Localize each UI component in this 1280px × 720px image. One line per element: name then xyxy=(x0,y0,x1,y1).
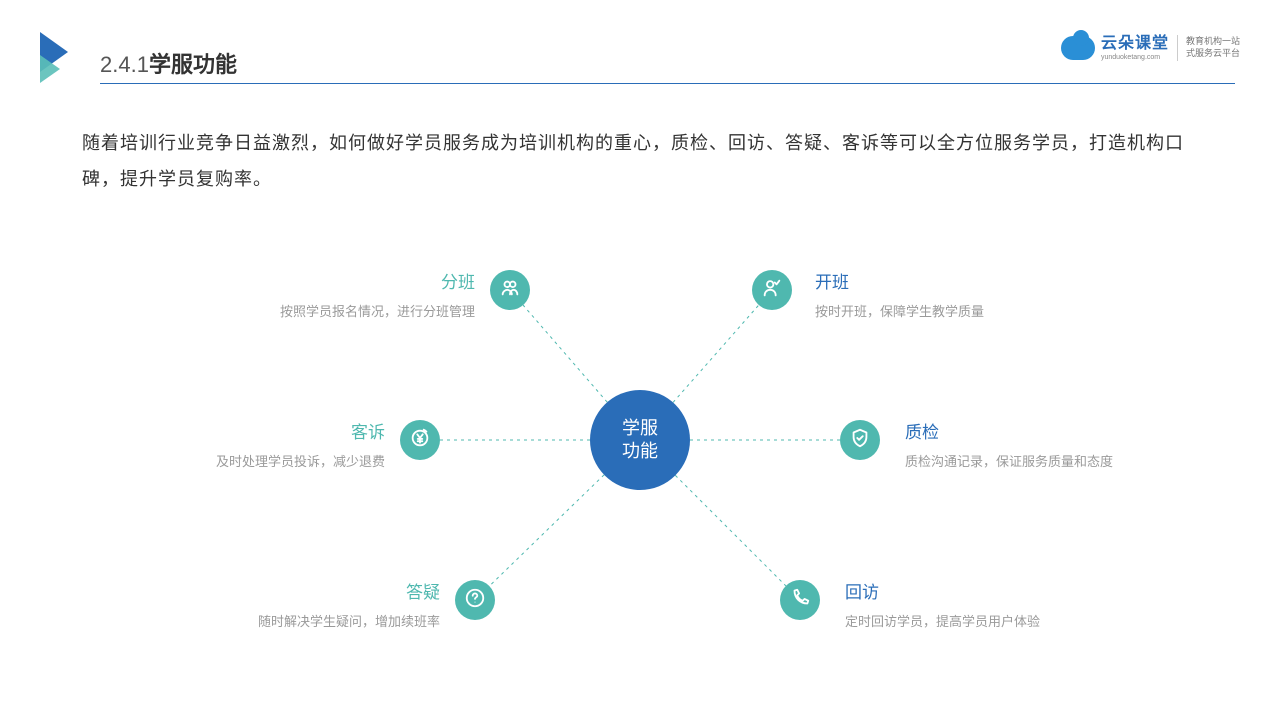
node-title: 客诉 xyxy=(216,418,385,443)
title-underline xyxy=(100,83,1235,84)
section-number: 2.4.1 xyxy=(100,52,149,77)
node-desc: 及时处理学员投诉，减少退费 xyxy=(216,451,385,470)
spoke-line xyxy=(523,305,607,402)
phone-icon xyxy=(789,587,811,614)
cloud-icon xyxy=(1061,36,1095,60)
chat-question-icon xyxy=(464,587,486,614)
node-dayi xyxy=(455,580,495,620)
node-kaiban xyxy=(752,270,792,310)
logo-url: yunduoketang.com xyxy=(1101,54,1169,61)
node-desc: 质检沟通记录，保证服务质量和态度 xyxy=(905,451,1113,470)
logo-separator xyxy=(1177,35,1178,61)
node-desc: 按照学员报名情况，进行分班管理 xyxy=(280,301,475,320)
node-title: 答疑 xyxy=(258,578,440,603)
user-check-icon xyxy=(761,277,783,304)
node-zhijian xyxy=(840,420,880,460)
node-title: 开班 xyxy=(815,268,984,293)
label-dayi: 答疑随时解决学生疑问，增加续班率 xyxy=(258,578,440,630)
spoke-line xyxy=(675,475,786,586)
page-title: 2.4.1学服功能 xyxy=(100,47,237,79)
label-fenban: 分班按照学员报名情况，进行分班管理 xyxy=(280,268,475,320)
description-paragraph: 随着培训行业竞争日益激烈，如何做好学员服务成为培训机构的重心，质检、回访、答疑、… xyxy=(82,125,1202,197)
title-text: 学服功能 xyxy=(149,52,237,77)
center-hub: 学服功能 xyxy=(590,390,690,490)
node-kesu xyxy=(400,420,440,460)
yen-refresh-icon xyxy=(409,427,431,454)
header-triangle-secondary xyxy=(40,55,60,83)
label-huifang: 回访定时回访学员，提高学员用户体验 xyxy=(845,578,1040,630)
node-desc: 定时回访学员，提高学员用户体验 xyxy=(845,611,1040,630)
label-kaiban: 开班按时开班，保障学生教学质量 xyxy=(815,268,984,320)
label-kesu: 客诉及时处理学员投诉，减少退费 xyxy=(216,418,385,470)
label-zhijian: 质检质检沟通记录，保证服务质量和态度 xyxy=(905,418,1113,470)
node-fenban xyxy=(490,270,530,310)
users-icon xyxy=(499,277,521,304)
slide: 2.4.1学服功能 云朵课堂 yunduoketang.com 教育机构一站 式… xyxy=(0,0,1280,720)
node-title: 分班 xyxy=(280,268,475,293)
node-huifang xyxy=(780,580,820,620)
node-title: 质检 xyxy=(905,418,1113,443)
brand-logo: 云朵课堂 yunduoketang.com 教育机构一站 式服务云平台 xyxy=(1061,35,1240,61)
node-title: 回访 xyxy=(845,578,1040,603)
logo-brand: 云朵课堂 xyxy=(1101,36,1169,52)
radial-diagram: 学服功能 分班按照学员报名情况，进行分班管理 开班按时开班，保障学生教学质量客诉及时… xyxy=(0,230,1280,670)
logo-text-block: 云朵课堂 yunduoketang.com xyxy=(1101,36,1169,61)
logo-tagline: 教育机构一站 式服务云平台 xyxy=(1186,36,1240,59)
node-desc: 随时解决学生疑问，增加续班率 xyxy=(258,611,440,630)
node-desc: 按时开班，保障学生教学质量 xyxy=(815,301,984,320)
spoke-line xyxy=(673,305,759,402)
spoke-line xyxy=(489,475,604,586)
shield-check-icon xyxy=(849,427,871,454)
